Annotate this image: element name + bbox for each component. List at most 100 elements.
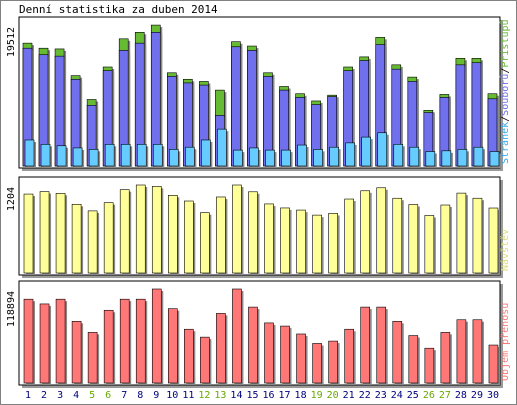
bar-pages — [88, 149, 99, 167]
x-tick-label: 2 — [41, 390, 47, 401]
bar-pages — [24, 139, 35, 167]
bar-kbytes — [23, 298, 34, 384]
bar-kbytes — [151, 288, 162, 384]
bar-visits — [55, 193, 66, 274]
bar-kbytes — [312, 343, 322, 384]
bar-kbytes — [280, 325, 290, 384]
legend-bottom: Objem přenosu — [499, 303, 511, 381]
x-tick-label: 3 — [57, 390, 63, 401]
bar-pages — [345, 142, 355, 167]
x-tick-label: 5 — [89, 390, 95, 401]
bar-visits — [71, 203, 82, 274]
x-tick-label: 6 — [105, 390, 111, 401]
x-tick-label: 15 — [246, 390, 258, 401]
bar-visits — [440, 204, 451, 274]
y-max-label: 118894 — [6, 291, 17, 327]
bar-kbytes — [55, 298, 66, 384]
x-tick-label: 10 — [166, 390, 178, 401]
bar-pages — [409, 146, 420, 167]
legend-entry: Návštěv — [499, 229, 511, 271]
bar-visits — [216, 196, 226, 274]
x-tick-label: 1 — [25, 390, 31, 401]
x-tick-label: 23 — [375, 390, 387, 401]
bar-kbytes — [119, 298, 130, 384]
bar-pages — [281, 149, 291, 167]
bar-visits — [119, 189, 130, 274]
x-tick-label: 14 — [230, 390, 242, 401]
bar-kbytes — [392, 321, 403, 384]
x-tick-label: 12 — [198, 390, 210, 401]
bar-files — [231, 46, 241, 167]
bar-visits — [264, 203, 274, 274]
bar-kbytes — [376, 306, 387, 384]
bar-pages — [201, 139, 211, 167]
bar-pages — [233, 149, 243, 167]
bar-kbytes — [328, 340, 338, 384]
bar-visits — [168, 195, 178, 274]
x-tick-label: 9 — [153, 390, 159, 401]
chart-title: Denní statistika za duben 2014 — [19, 3, 218, 16]
x-tick-label: 11 — [182, 390, 194, 401]
x-tick-label: 18 — [295, 390, 307, 401]
bar-kbytes — [408, 335, 419, 384]
bar-pages — [120, 144, 131, 167]
bar-kbytes — [103, 309, 114, 384]
legend-middle: Návštěv — [499, 229, 511, 271]
panel-border — [18, 280, 501, 386]
bar-pages — [425, 151, 436, 167]
bar-kbytes — [344, 328, 354, 384]
bar-visits — [23, 193, 34, 274]
bar-pages — [457, 149, 468, 167]
bar-visits — [184, 200, 194, 274]
bar-pages — [72, 147, 83, 167]
legend-entry: / — [500, 116, 511, 122]
x-tick-label: 20 — [327, 390, 339, 401]
x-tick-label: 28 — [455, 390, 467, 401]
x-tick-label: 4 — [73, 390, 79, 401]
x-tick-label: 8 — [137, 390, 143, 401]
bar-visits — [328, 213, 338, 274]
x-tick-label: 26 — [423, 390, 435, 401]
bar-kbytes — [184, 328, 194, 384]
legend-entry: Souborů — [499, 74, 511, 116]
bar-visits — [248, 191, 258, 274]
bar-pages — [489, 151, 500, 167]
bar-visits — [39, 191, 50, 274]
bar-pages — [217, 128, 227, 167]
bar-pages — [152, 144, 163, 167]
bar-visits — [232, 184, 242, 274]
legend-entry: / — [500, 68, 511, 74]
bar-pages — [169, 149, 179, 167]
bar-pages — [40, 144, 51, 167]
bar-visits — [344, 198, 354, 274]
bar-kbytes — [488, 344, 499, 384]
bar-pages — [377, 132, 388, 167]
bar-visits — [135, 184, 146, 274]
y-max-label: 1204 — [6, 187, 17, 211]
bar-kbytes — [456, 319, 467, 384]
x-tick-label: 7 — [121, 390, 127, 401]
panel-border — [18, 176, 501, 276]
bar-kbytes — [296, 333, 306, 384]
y-max-label: 19512 — [6, 27, 17, 57]
bar-kbytes — [39, 303, 50, 384]
bar-pages — [136, 144, 147, 167]
x-tick-label: 24 — [391, 390, 403, 401]
bar-kbytes — [232, 288, 242, 384]
bar-pages — [185, 146, 195, 167]
legend-entry: Přístupů — [499, 19, 511, 67]
x-tick-label: 13 — [214, 390, 226, 401]
bar-pages — [441, 150, 452, 167]
bar-pages — [265, 149, 275, 167]
bar-kbytes — [472, 319, 483, 384]
legend-entry: Objem přenosu — [499, 303, 511, 381]
bar-visits — [376, 187, 387, 274]
bar-kbytes — [168, 308, 178, 384]
bar-kbytes — [360, 306, 371, 384]
bar-kbytes — [424, 347, 435, 384]
bar-visits — [472, 197, 483, 274]
bar-visits — [87, 210, 98, 274]
bar-pages — [56, 145, 67, 167]
bar-visits — [360, 190, 371, 274]
